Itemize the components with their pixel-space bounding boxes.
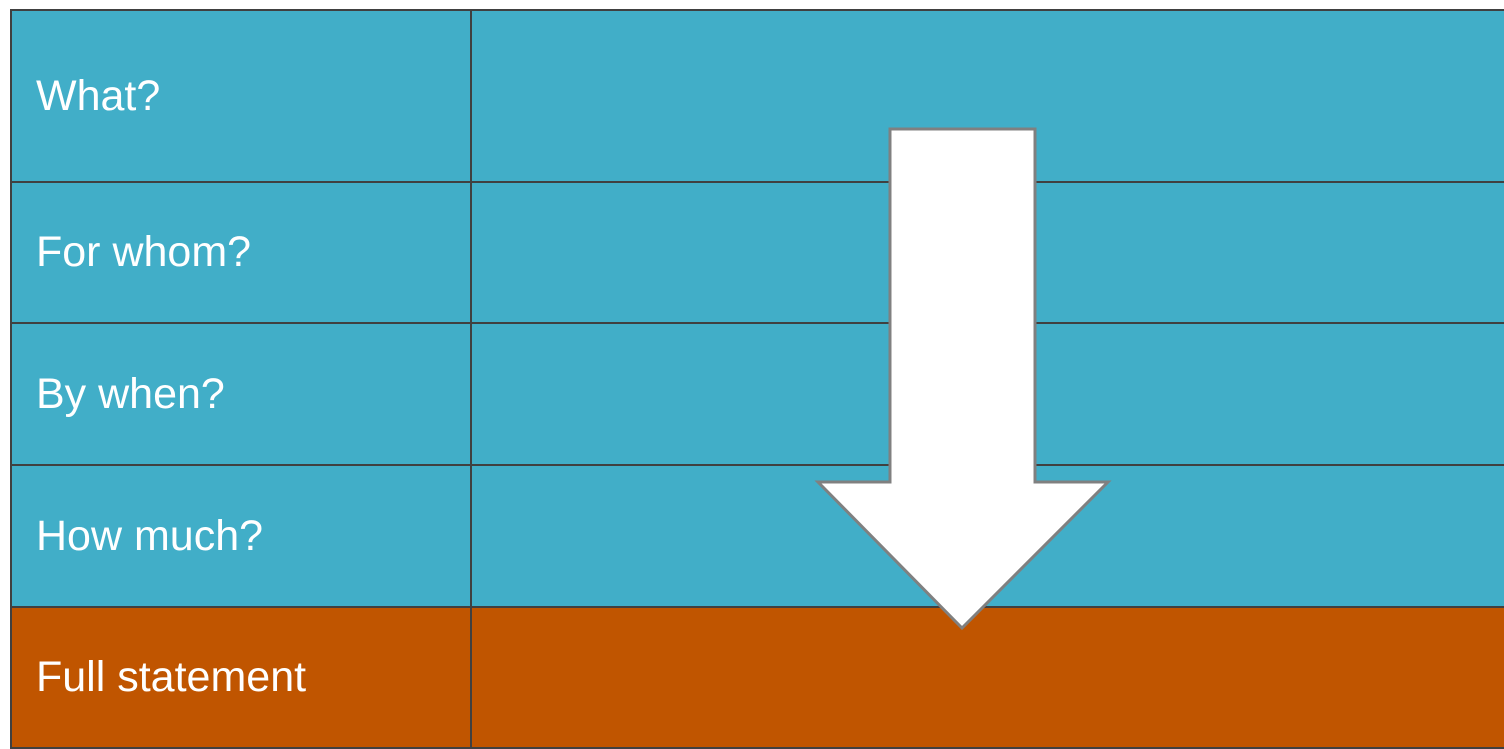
- row-value-for-whom: [470, 181, 1504, 324]
- row-value-how-much: [470, 464, 1504, 608]
- table-row-how-much: How much?: [10, 464, 1504, 608]
- table-row-what: What?: [10, 9, 1504, 183]
- table-row-for-whom: For whom?: [10, 181, 1504, 324]
- row-label-what: What?: [10, 9, 472, 183]
- row-label-for-whom: For whom?: [10, 181, 472, 324]
- row-label-by-when: By when?: [10, 322, 472, 466]
- row-value-full-statement: [470, 606, 1504, 749]
- row-label-how-much: How much?: [10, 464, 472, 608]
- row-label-full-statement: Full statement: [10, 606, 472, 749]
- table-row-by-when: By when?: [10, 322, 1504, 466]
- table-row-full-statement: Full statement: [10, 606, 1504, 749]
- row-value-by-when: [470, 322, 1504, 466]
- goal-statement-table: What? For whom? By when? How much? Full …: [10, 9, 1504, 749]
- row-value-what: [470, 9, 1504, 183]
